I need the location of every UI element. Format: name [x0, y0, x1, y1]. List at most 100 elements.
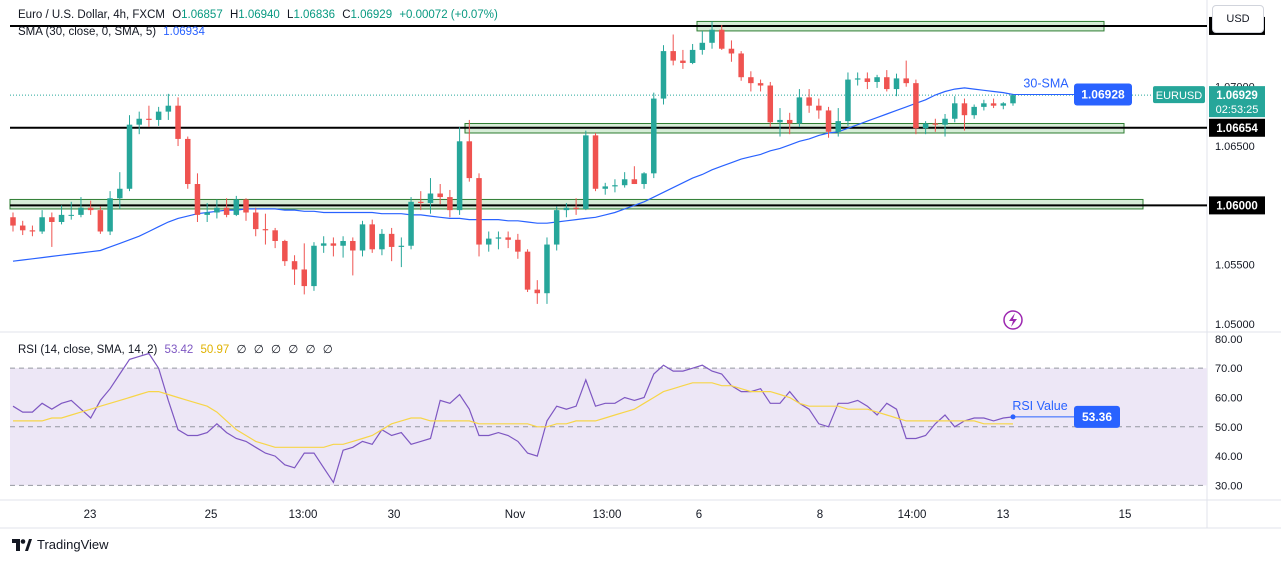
- symbol-badge: [1153, 86, 1205, 104]
- candle-body: [68, 214, 75, 216]
- tradingview-footer[interactable]: TradingView: [12, 537, 109, 552]
- ohlc-open: 1.06857: [181, 9, 223, 21]
- candle-body: [505, 237, 511, 240]
- candle-body: [126, 124, 133, 189]
- candle-body: [893, 78, 900, 90]
- time-tick-label: Nov: [505, 509, 526, 521]
- time-tick-label: 13:00: [593, 509, 622, 521]
- candle-body: [854, 78, 861, 80]
- rsi-annotation-label: RSI Value: [1012, 399, 1067, 413]
- candle-body: [553, 210, 560, 245]
- time-tick-label: 13:00: [289, 509, 318, 521]
- price-tick-label: 1.05500: [1215, 260, 1255, 272]
- candle-body: [29, 230, 36, 232]
- candle-body: [165, 105, 172, 112]
- candle-body: [233, 199, 240, 215]
- rsi-legend-extra-3: ∅: [270, 344, 282, 356]
- symbol-title: Euro / U.S. Dollar, 4h, FXCM: [18, 9, 165, 21]
- ohlc-high: 1.06940: [238, 9, 280, 21]
- candle-body: [291, 261, 298, 270]
- candle-body: [340, 240, 346, 246]
- candle-body: [408, 201, 414, 246]
- candle-body: [175, 105, 181, 139]
- candle-body: [689, 49, 696, 63]
- currency-button[interactable]: USD: [1212, 5, 1264, 33]
- candle-body: [515, 239, 521, 252]
- candle-body: [136, 118, 142, 125]
- candle-body: [990, 103, 997, 106]
- candle-body: [922, 123, 929, 129]
- candle-body: [709, 29, 715, 43]
- candle-body: [932, 123, 939, 125]
- time-tick-label: 25: [205, 509, 218, 521]
- candle-body: [786, 119, 793, 124]
- rsi-legend[interactable]: RSI (14, close, SMA, 14, 2) 53.42 50.97 …: [18, 342, 337, 356]
- candle-body: [718, 29, 725, 49]
- candle-body: [272, 230, 278, 241]
- candle-body: [243, 199, 249, 213]
- candle-body: [97, 210, 104, 232]
- sma-legend[interactable]: SMA (30, close, 0, SMA, 5) 1.06934: [18, 26, 209, 38]
- candle-body: [845, 79, 851, 122]
- tradingview-logo-icon: [12, 538, 32, 551]
- candle-body: [602, 186, 608, 189]
- candle-body: [951, 103, 958, 119]
- candle-body: [796, 97, 803, 124]
- sma-annotation-value: 1.06928: [1081, 88, 1125, 102]
- candle-body: [583, 135, 589, 209]
- candle-body: [379, 233, 385, 250]
- candle-body: [641, 173, 647, 185]
- candle-body: [456, 141, 463, 211]
- rsi-legend-extra-4: ∅: [288, 344, 299, 356]
- candle-body: [39, 217, 45, 232]
- ohlc-close: 1.06929: [350, 9, 393, 21]
- candle-body: [78, 207, 84, 215]
- candle-body: [573, 207, 579, 209]
- candle-body: [447, 197, 453, 211]
- sma-annotation-badge: [1074, 83, 1132, 106]
- rsi-legend-extra-6: ∅: [322, 344, 333, 356]
- candle-body: [117, 188, 123, 199]
- candle-body: [330, 243, 337, 246]
- rsi-ma-line: [13, 382, 1014, 448]
- price-badges: 1.075121.066541.06000EURUSD1.0692902:53:…: [1153, 16, 1265, 215]
- candle-body: [738, 53, 744, 78]
- candle-body: [19, 225, 26, 231]
- candle-body: [204, 212, 210, 215]
- candle-body: [680, 60, 686, 63]
- symbol-badge-text: EURUSD: [1156, 90, 1203, 102]
- lightning-icon-bolt: [1009, 313, 1017, 327]
- candle-body: [942, 118, 948, 125]
- rsi-tick-label: 80.00: [1215, 334, 1243, 346]
- rsi-legend-ma-value: 50.97: [200, 344, 230, 356]
- candle-body: [388, 233, 395, 247]
- time-tick-label: 30: [388, 509, 401, 521]
- candle-body: [592, 135, 599, 189]
- candle-body: [10, 217, 16, 226]
- candle-body: [320, 243, 327, 246]
- candle-body: [816, 105, 822, 111]
- candle-body: [612, 185, 618, 187]
- candle-body: [913, 83, 919, 129]
- ohlc-open-label: O: [172, 9, 182, 21]
- rsi-line: [12, 352, 1014, 484]
- candle-body: [961, 103, 968, 116]
- ohlc-low: 1.06836: [293, 9, 336, 21]
- candle-body: [437, 193, 443, 198]
- candle-body: [49, 217, 55, 222]
- candle-body: [466, 141, 473, 179]
- brand-name: TradingView: [37, 537, 109, 552]
- candle-body: [524, 251, 531, 290]
- candle-body: [476, 178, 482, 245]
- time-tick-label: 6: [696, 509, 702, 521]
- time-tick-label: 13: [997, 509, 1010, 521]
- symbol-legend: Euro / U.S. Dollar, 4h, FXCM O1.06857 H1…: [18, 9, 502, 21]
- candle-body: [670, 51, 676, 61]
- candles: [10, 21, 1016, 304]
- candle-body: [107, 198, 113, 232]
- candle-body: [146, 118, 152, 120]
- candle-body: [874, 77, 880, 82]
- horizontal-levels: [10, 24, 1207, 207]
- candle-body: [777, 119, 783, 123]
